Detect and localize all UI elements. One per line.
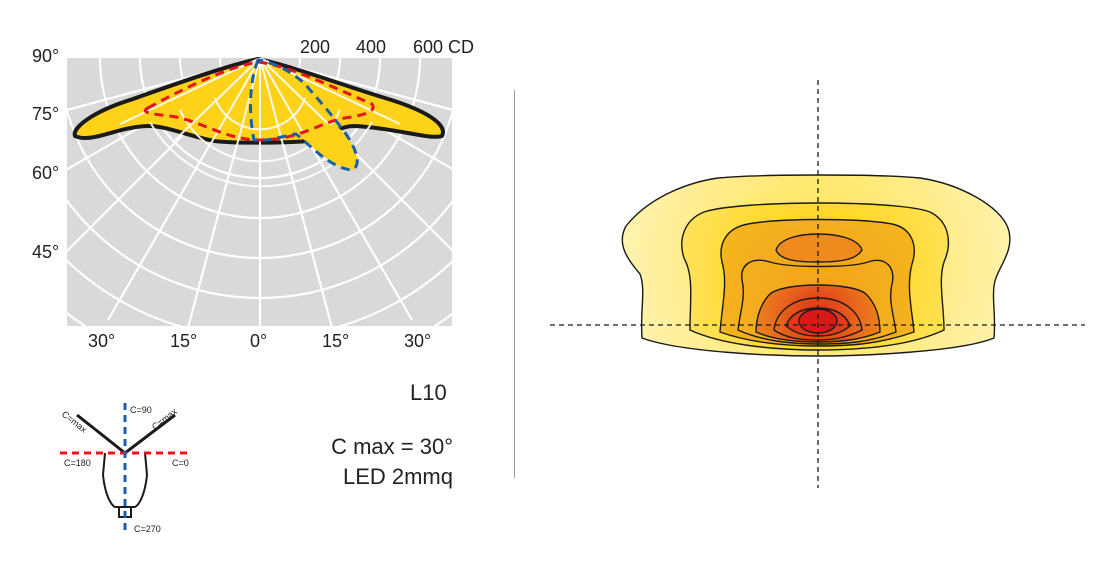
angle-label-60: 60° (32, 163, 60, 183)
bottom-angle-label-left-30: 30° (88, 331, 116, 351)
isolux-core (798, 308, 838, 334)
model-label: L10 (410, 380, 447, 405)
scale-label-200: 200 (300, 37, 331, 57)
bottom-angle-label-right-15: 15° (322, 331, 350, 351)
bottom-angle-label-right-30: 30° (404, 331, 432, 351)
angle-label-90: 90° (32, 46, 60, 66)
key-label-c0: C=0 (172, 458, 189, 468)
isolux-diagram (550, 80, 1085, 488)
c-max-label: C max = 30° (331, 434, 453, 459)
photometric-curve-fill (72, 57, 445, 145)
scale-label-600cd: 600 CD (413, 37, 475, 57)
bottom-angle-label-left-15: 15° (170, 331, 198, 351)
orientation-key-diagram (60, 403, 190, 533)
divider (514, 90, 515, 478)
angle-label-45: 45° (32, 242, 60, 262)
key-label-c90: C=90 (130, 405, 152, 415)
red-dashed-curve (143, 60, 375, 142)
angle-label-75: 75° (32, 104, 60, 124)
polar-diagram (67, 57, 452, 326)
light-source-label: LED 2mmq (342, 464, 453, 489)
key-label-c270: C=270 (134, 524, 161, 534)
scale-label-400: 400 (356, 37, 387, 57)
isolux-upper-lobe (775, 233, 863, 263)
key-label-c180: C=180 (64, 458, 91, 468)
blue-dashed-curve (249, 58, 359, 172)
bottom-angle-label-0: 0° (250, 331, 268, 351)
